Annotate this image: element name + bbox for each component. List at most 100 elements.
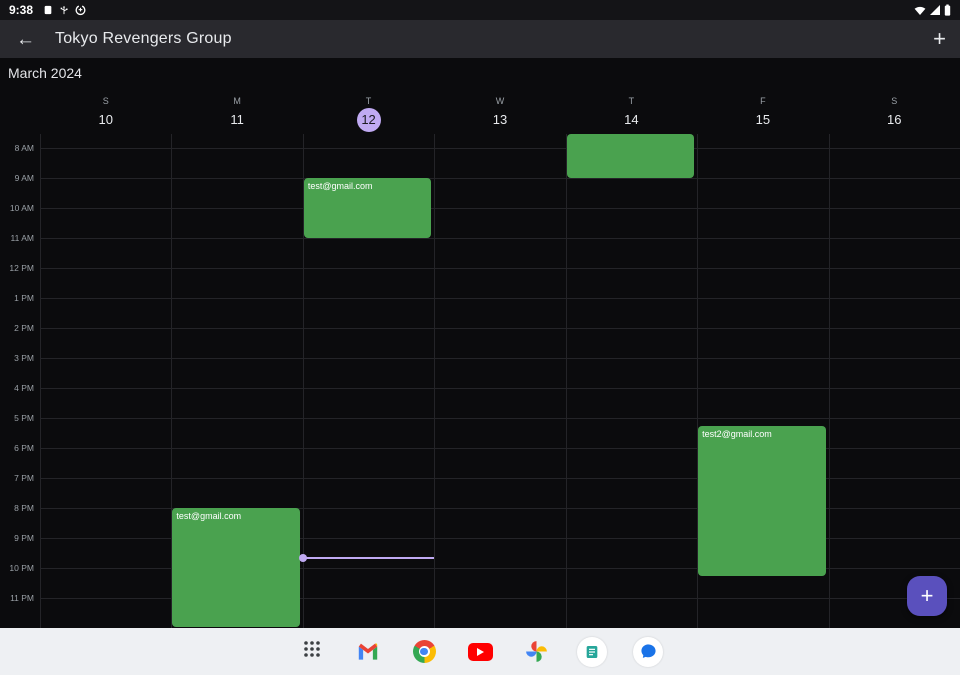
grid-hour-line [40,208,960,209]
hour-label: 3 PM [14,353,34,363]
grid-day-line [565,134,567,628]
grid-hour-line [40,478,960,479]
hour-label: 8 PM [14,503,34,513]
day-number: 13 [492,112,508,127]
data-saver-icon [75,4,86,16]
grid-hour-line [40,268,960,269]
grid-day-line [434,134,436,628]
notes-app-icon[interactable] [577,636,607,667]
hour-label: 8 AM [14,143,34,153]
hour-label: 11 PM [10,593,34,603]
youtube-app-icon[interactable] [465,637,495,667]
wifi-icon [914,5,926,16]
grid-hour-line [40,178,960,179]
day-header-cell[interactable]: T 14 [566,88,697,134]
fab-create-event-button[interactable]: + [907,576,947,616]
hour-label: 1 PM [14,293,34,303]
current-time-line [302,556,435,559]
day-letter: M [233,96,241,106]
event-title [567,134,694,140]
month-row: March 2024 [0,58,960,88]
grid-hour-line [40,148,960,149]
grid-hour-line [40,328,960,329]
back-button[interactable]: ← [16,28,35,50]
day-number: 15 [755,112,771,127]
grid-hour-line [40,298,960,299]
grid-day-line [171,134,173,628]
week-day-header: S 10 M 11 T 12 W 13 T 14 F 15 S 16 [0,88,960,134]
status-bar: 9:38 [0,0,960,20]
calendar-event[interactable]: test@gmail.com [172,508,300,627]
calendar-grid: 8 AM 9 AM 10 AM 11 AM 12 PM 1 PM 2 PM 3 PM 4 PM 5… [0,134,960,628]
battery-icon [944,4,951,16]
storage-icon [43,4,53,16]
hour-label: 4 PM [14,383,34,393]
day-header-cell[interactable]: F 15 [697,88,828,134]
gmail-app-icon[interactable] [353,637,383,667]
event-title: test@gmail.com [176,511,242,521]
photos-app-icon[interactable] [521,637,551,667]
hour-label: 10 AM [9,203,34,213]
day-number: 12 [356,108,381,132]
event-title: test2@gmail.com [702,428,772,439]
day-header-cell[interactable]: S 10 [40,88,171,134]
grid-hour-line [40,238,960,239]
grid-hour-line [40,568,960,569]
grid-hour-line [40,418,960,419]
day-header-cell[interactable]: S 16 [829,88,960,134]
status-time: 9:38 [9,3,34,17]
grid-day-line [302,134,304,628]
grid-hour-line [40,388,960,389]
grid-hour-line [40,538,960,539]
calendar-event[interactable] [566,134,695,178]
hour-label: 2 PM [14,323,34,333]
hour-label: 6 PM [14,443,34,453]
grid-day-line [697,134,699,628]
taskbar-icons [297,636,663,667]
hour-label: 11 AM [10,233,34,243]
hour-label: 9 PM [14,533,34,543]
hour-label: 12 PM [9,263,34,273]
chrome-app-icon[interactable] [409,637,439,667]
hour-label: 7 PM [14,473,34,483]
chrome-logo [412,640,436,663]
current-time-dot [298,553,307,562]
event-title: test@gmail.com [307,181,373,191]
day-letter: S [102,96,109,106]
grid-hour-line [40,508,960,509]
all-apps-button[interactable] [297,637,327,667]
grid-hour-line [40,448,960,449]
day-letter: S [891,96,898,106]
grid-day-line [828,134,830,628]
day-letter: W [495,96,505,106]
day-letter: T [365,96,372,106]
grid-hour-line [40,358,960,359]
cellular-icon [929,4,941,16]
day-number: 16 [887,112,902,127]
messages-app-icon[interactable] [633,636,663,667]
month-label: March 2024 [8,65,82,81]
day-header-cell[interactable]: T 12 [303,88,434,134]
day-number: 14 [624,112,639,127]
calendar-event[interactable]: test2@gmail.com [698,425,826,576]
grid-hour-line [40,598,960,599]
day-number: 11 [230,112,244,127]
status-bar-left: 9:38 [9,3,86,17]
status-bar-right [914,4,951,16]
day-header-cell[interactable]: M 11 [171,88,302,134]
day-letter: T [628,96,635,106]
hour-label: 9 AM [14,173,34,183]
add-icon[interactable]: + [933,26,946,51]
grid-day-line [40,134,41,628]
plus-icon: + [920,583,934,608]
youtube-logo [467,642,493,661]
page-title: Tokyo Revengers Group [55,30,232,47]
calendar-event[interactable]: test@gmail.com [303,178,432,238]
hour-label: 10 PM [9,563,34,573]
app-grid-icon [303,640,321,663]
taskbar [0,628,960,675]
day-header-cell[interactable]: W 13 [434,88,565,134]
usb-icon [59,4,69,16]
day-letter: F [760,96,766,106]
